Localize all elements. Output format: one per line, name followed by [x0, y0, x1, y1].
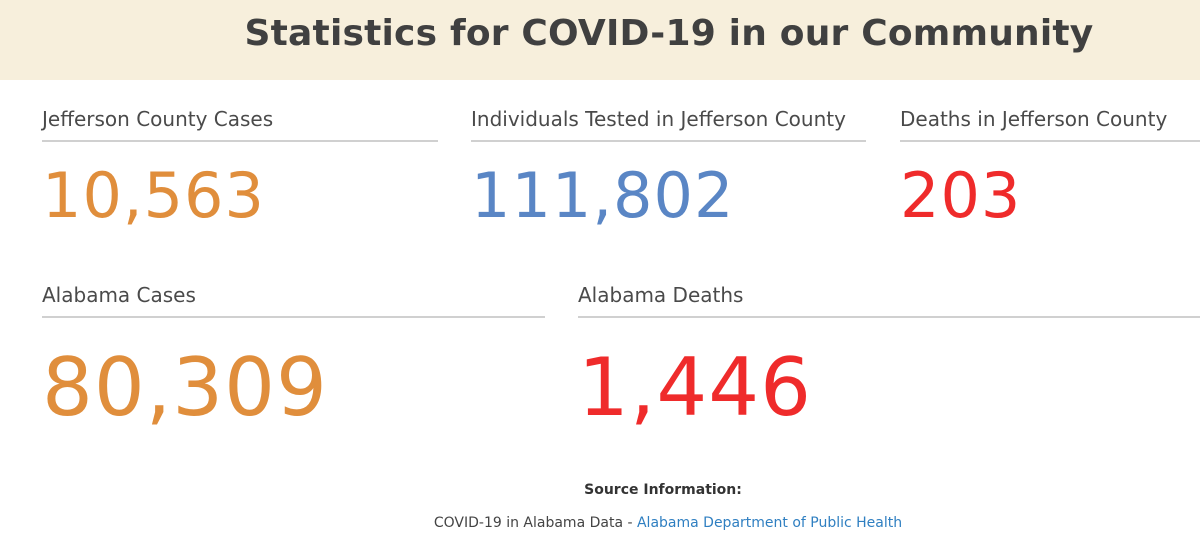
stat-value-state-cases: 80,309: [42, 341, 328, 434]
stat-county-deaths: Deaths in Jefferson County 203: [900, 106, 1200, 236]
stat-label: Deaths in Jefferson County: [900, 106, 1200, 142]
stat-label: Jefferson County Cases: [42, 106, 438, 142]
stat-state-cases: Alabama Cases 80,309: [42, 282, 545, 438]
adph-link[interactable]: Alabama Department of Public Health: [636, 515, 903, 531]
stat-label: Individuals Tested in Jefferson County: [471, 106, 866, 142]
stat-county-tested: Individuals Tested in Jefferson County 1…: [471, 106, 866, 236]
page-title: Statistics for COVID-19 in our Community: [244, 13, 1094, 54]
stat-value-county-tested: 111,802: [471, 159, 735, 232]
source-heading: Source Information:: [584, 482, 742, 498]
stat-label: Alabama Cases: [42, 282, 545, 318]
stat-label: Alabama Deaths: [578, 282, 1200, 318]
title-banner: Statistics for COVID-19 in our Community: [0, 0, 1200, 80]
stat-value-county-cases: 10,563: [42, 159, 265, 232]
source-prefix: COVID-19 in Alabama Data -: [433, 515, 637, 531]
stat-value-state-deaths: 1,446: [578, 341, 813, 434]
stat-state-deaths: Alabama Deaths 1,446: [578, 282, 1200, 438]
source-line: COVID-19 in Alabama Data - Alabama Depar…: [0, 515, 1200, 531]
stat-county-cases: Jefferson County Cases 10,563: [42, 106, 438, 236]
stat-value-county-deaths: 203: [900, 159, 1022, 232]
